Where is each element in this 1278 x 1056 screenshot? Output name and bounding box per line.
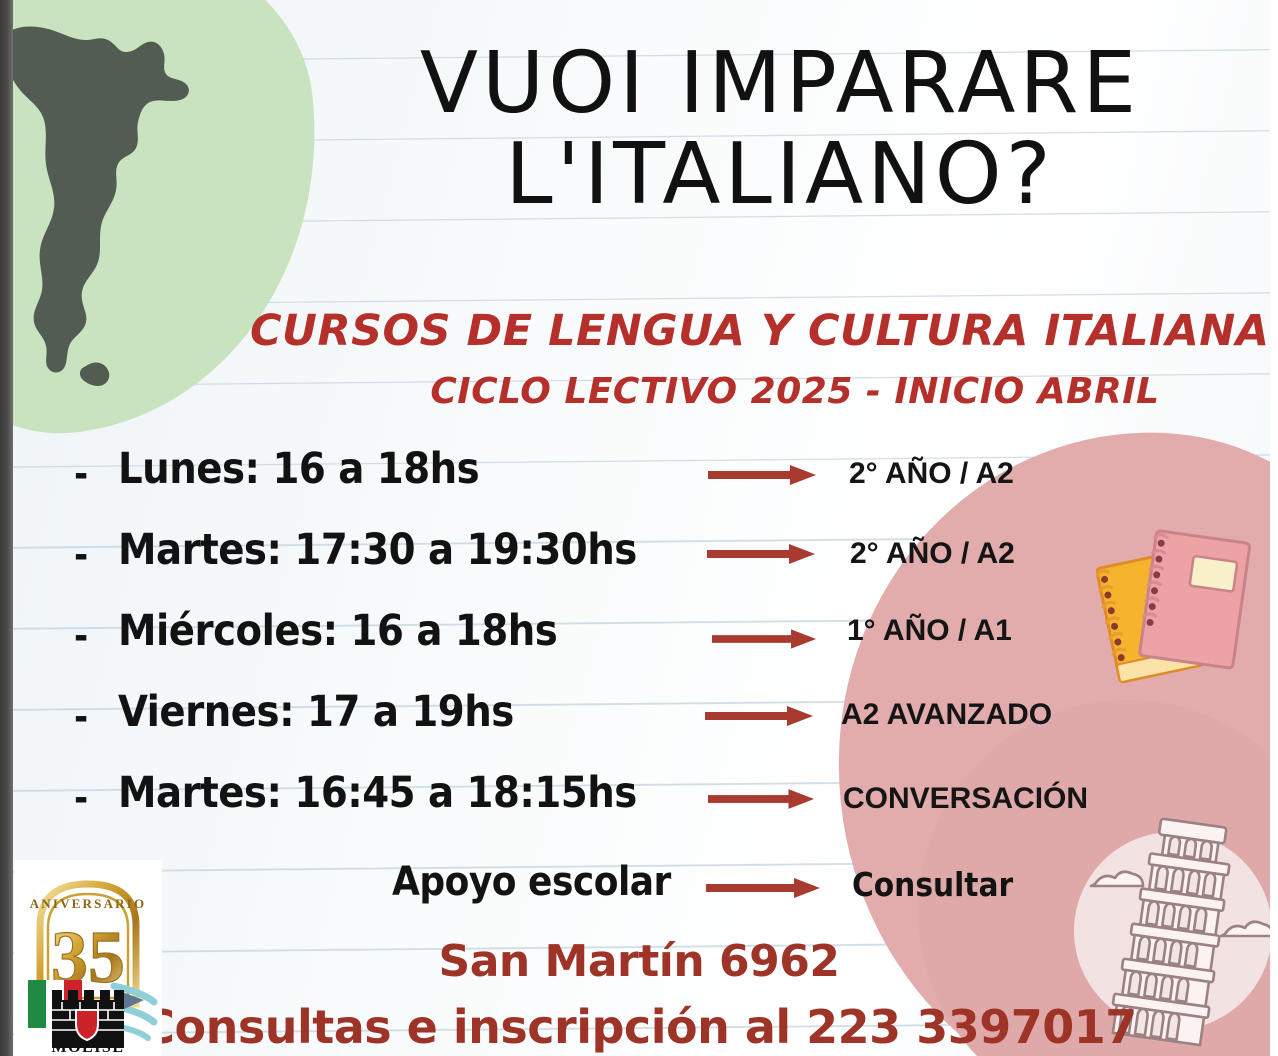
schedule-level: 2° AÑO / A2 <box>849 457 1014 490</box>
schedule-row: - Martes: 17:30 a 19:30hs 2° AÑO / A2 <box>0 521 1278 602</box>
notebooks-icon <box>1096 516 1278 696</box>
arrow-right-icon <box>708 462 818 488</box>
arrow-right-icon <box>706 875 822 901</box>
bullet-dash: - <box>74 614 89 658</box>
italy-map-icon <box>0 10 240 400</box>
schedule-row: - Viernes: 17 a 19hs A2 AVANZADO <box>0 683 1278 764</box>
address-text: San Martín 6962 <box>438 936 840 987</box>
bullet-dash: - <box>74 776 89 820</box>
schedule-row: - Martes: 16:45 a 18:15hs CONVERSACIÓN <box>0 764 1278 845</box>
left-edge-strip <box>0 0 13 1056</box>
schedule-day-time: Martes: 17:30 a 19:30hs <box>118 525 637 575</box>
headline-line-1: VUOI IMPARARE <box>419 34 1141 133</box>
phone-text: Consultas e inscripción al 223 3397017 <box>141 1000 1137 1054</box>
schedule-row: - Lunes: 16 a 18hs 2° AÑO / A2 <box>0 440 1278 521</box>
svg-text:MOLISE: MOLISE <box>51 1039 124 1056</box>
schedule-level: A2 AVANZADO <box>841 698 1053 731</box>
subtitle-courses: CURSOS DE LENGUA Y CULTURA ITALIANA <box>250 306 1270 356</box>
schedule-day-time: Martes: 16:45 a 18:15hs <box>118 768 637 818</box>
schedule-level: 1° AÑO / A1 <box>847 614 1012 647</box>
support-value: Consultar <box>852 865 1014 904</box>
svg-text:ANIVERSARIO: ANIVERSARIO <box>30 896 147 911</box>
subtitle-cycle: CICLO LECTIVO 2025 - INICIO ABRIL <box>430 371 1160 412</box>
schedule-day-time: Viernes: 17 a 19hs <box>118 687 514 737</box>
page-title: VUOI IMPARARE L'ITALIANO? <box>320 34 1240 225</box>
bullet-dash: - <box>74 533 89 577</box>
schedule-level: CONVERSACIÓN <box>843 782 1089 815</box>
schedule-row: - Miércoles: 16 a 18hs 1° AÑO / A1 <box>0 602 1278 683</box>
arrow-right-icon <box>704 703 816 729</box>
anniversary-logo: ANIVERSARIO 35 <box>14 860 162 1056</box>
support-label: Apoyo escolar <box>392 859 671 905</box>
right-edge-strip <box>1270 0 1278 1056</box>
schedule-level: 2° AÑO / A2 <box>850 537 1015 570</box>
schedule-day-time: Miércoles: 16 a 18hs <box>118 606 558 656</box>
schedule-day-time: Lunes: 16 a 18hs <box>118 444 480 494</box>
headline-line-2: L'ITALIANO? <box>505 125 1055 225</box>
arrow-right-icon <box>712 626 818 652</box>
pisa-tower-icon <box>1073 806 1278 1056</box>
support-row: Apoyo escolar Consultar <box>0 857 1278 919</box>
arrow-right-icon <box>708 786 816 812</box>
schedule-list: - Lunes: 16 a 18hs 2° AÑO / A2 - Martes:… <box>0 440 1278 845</box>
arrow-right-icon <box>706 541 818 567</box>
bullet-dash: - <box>74 695 89 739</box>
bullet-dash: - <box>74 452 89 496</box>
